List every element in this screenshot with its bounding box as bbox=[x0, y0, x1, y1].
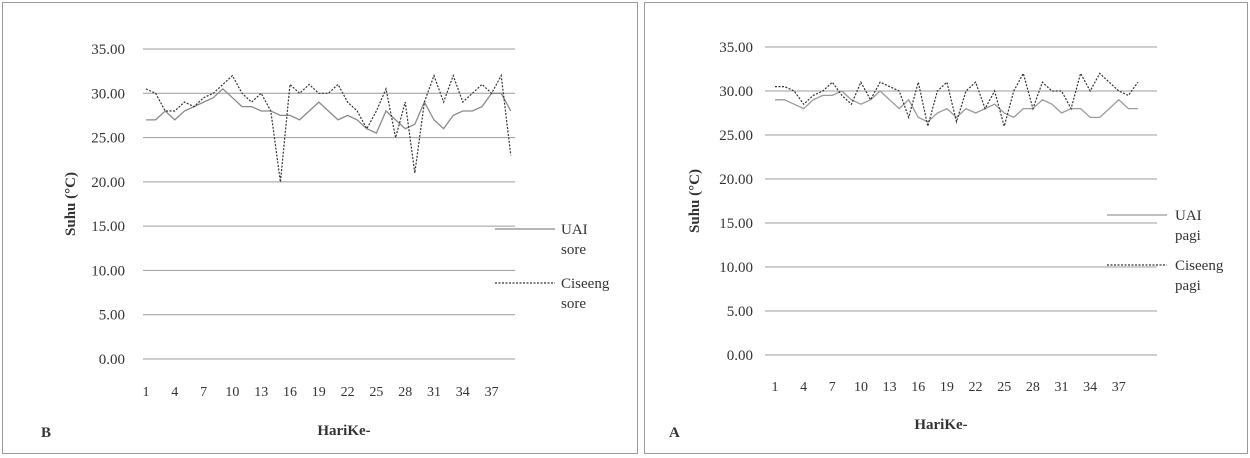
chart-a-svg: 0.00 5.00 10.00 15.00 20.00 25.00 30.00 35.00 1 4… bbox=[669, 40, 1224, 441]
y-tick-label: 30.00 bbox=[91, 86, 125, 102]
y-tick-label: 25.00 bbox=[719, 128, 753, 144]
x-axis-label: HariKe- bbox=[914, 417, 967, 433]
x-tick-label: 19 bbox=[940, 380, 954, 395]
chart-panel-a: 0.00 5.00 10.00 15.00 20.00 25.00 30.00 35.00 1 4… bbox=[644, 2, 1248, 454]
x-tick-label: 28 bbox=[398, 385, 412, 400]
x-tick-label: 31 bbox=[427, 385, 441, 400]
legend-label: Ciseeng sore bbox=[561, 276, 610, 312]
legend-label: UAI sore bbox=[561, 222, 588, 258]
series-line-uai-sore bbox=[146, 88, 512, 134]
y-tick-label: 5.00 bbox=[99, 308, 125, 324]
legend-label: UAI pagi bbox=[1175, 208, 1202, 244]
y-tick-label: 10.00 bbox=[91, 263, 125, 279]
y-tick-label: 25.00 bbox=[91, 131, 125, 147]
x-tick-label: 13 bbox=[254, 385, 268, 400]
x-tick-label: 16 bbox=[283, 385, 297, 400]
series-line-ciseeng-sore bbox=[145, 73, 512, 182]
x-tick-label: 19 bbox=[312, 385, 326, 400]
x-tick-label: 34 bbox=[1083, 380, 1097, 395]
y-axis-label: Suhu (°C) bbox=[63, 172, 79, 236]
x-tick-label: 34 bbox=[456, 385, 470, 400]
legend-label: Ciseeng pagi bbox=[1175, 258, 1224, 294]
x-tick-label: 37 bbox=[485, 385, 499, 400]
x-tick-label: 1 bbox=[772, 380, 779, 395]
y-tick-label: 35.00 bbox=[91, 42, 125, 58]
x-tick-label: 13 bbox=[883, 380, 897, 395]
y-tick-label: 20.00 bbox=[719, 172, 753, 188]
y-tick-label: 30.00 bbox=[719, 84, 753, 100]
y-tick-label: 0.00 bbox=[99, 352, 125, 368]
y-tick-label: 5.00 bbox=[727, 304, 753, 320]
x-tick-label: 25 bbox=[369, 385, 383, 400]
y-tick-label: 20.00 bbox=[91, 175, 125, 191]
x-tick-label: 22 bbox=[969, 380, 983, 395]
y-tick-label: 35.00 bbox=[719, 40, 753, 56]
y-tick-label: 15.00 bbox=[719, 216, 753, 232]
y-axis-label: Suhu (°C) bbox=[687, 169, 703, 233]
y-tick-label: 0.00 bbox=[727, 348, 753, 364]
x-tick-label: 25 bbox=[997, 380, 1011, 395]
y-tick-label: 15.00 bbox=[91, 219, 125, 235]
x-tick-label: 16 bbox=[911, 380, 925, 395]
series-line-uai-pagi bbox=[775, 90, 1138, 123]
y-tick-label: 10.00 bbox=[719, 260, 753, 276]
chart-panel-b: 0.00 5.00 10.00 15.00 20.00 25.00 30.00 35.00 1 4… bbox=[2, 2, 638, 454]
x-tick-label: 28 bbox=[1026, 380, 1040, 395]
series-line-ciseeng-pagi bbox=[775, 71, 1139, 129]
x-tick-label: 31 bbox=[1055, 380, 1069, 395]
chart-b-svg: 0.00 5.00 10.00 15.00 20.00 25.00 30.00 35.00 1 4… bbox=[41, 42, 610, 441]
panel-letter: B bbox=[41, 425, 51, 441]
x-tick-label: 4 bbox=[171, 385, 178, 400]
x-tick-label: 10 bbox=[854, 380, 868, 395]
x-tick-label: 37 bbox=[1112, 380, 1126, 395]
x-tick-label: 1 bbox=[143, 385, 150, 400]
panel-letter: A bbox=[669, 425, 680, 441]
x-tick-label: 10 bbox=[225, 385, 239, 400]
x-tick-label: 7 bbox=[829, 380, 836, 395]
x-tick-label: 7 bbox=[200, 385, 207, 400]
x-axis-label: HariKe- bbox=[317, 423, 370, 439]
x-tick-label: 4 bbox=[800, 380, 807, 395]
x-tick-label: 22 bbox=[341, 385, 355, 400]
